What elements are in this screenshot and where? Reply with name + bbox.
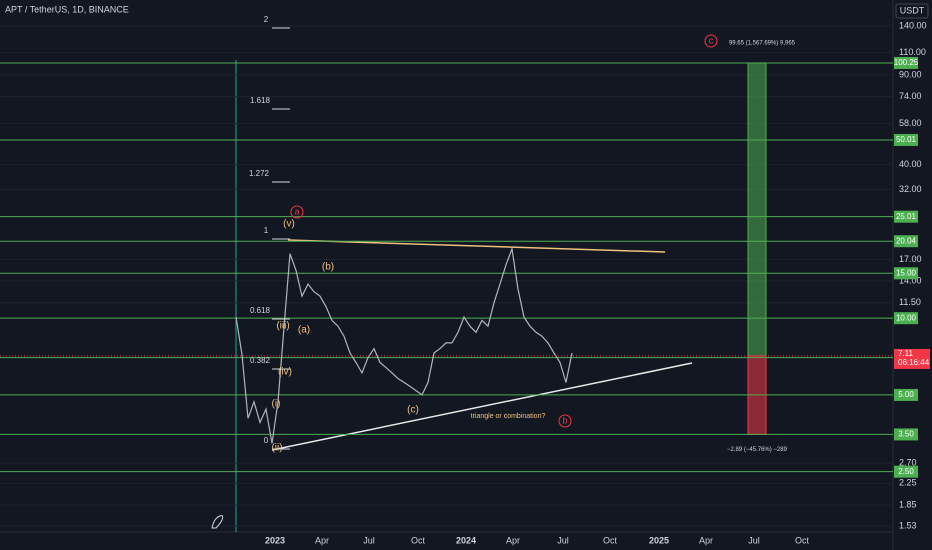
x-tick-label: Oct [795, 535, 810, 545]
level-label: 100.25 [894, 58, 919, 67]
y-tick-label: 1.53 [899, 520, 917, 530]
wave-label: (iv) [278, 367, 292, 378]
level-label: 5.00 [898, 390, 914, 399]
level-tag [894, 267, 918, 280]
y-tick-label: 74.00 [899, 91, 922, 101]
wave-circle [558, 414, 572, 428]
y-tick-label: 2.25 [899, 478, 917, 488]
x-tick-label: Jul [557, 535, 569, 545]
wave-label: (v) [283, 219, 295, 230]
x-tick-label: Oct [411, 535, 426, 545]
level-tag [894, 210, 918, 223]
level-label: 50.01 [896, 135, 917, 144]
y-tick-label: 40.00 [899, 159, 922, 169]
y-tick-label: 17.00 [899, 254, 922, 264]
annotation: triangle or combination? [471, 413, 546, 420]
fib-label: 1.272 [249, 169, 270, 178]
fib-label: 0 [264, 436, 269, 445]
profit-zone [747, 62, 767, 357]
fib-label: 0.618 [250, 306, 271, 315]
y-tick-label: 110.00 [899, 47, 926, 57]
countdown: 06:16:44 [898, 358, 930, 367]
level-tag [894, 133, 918, 146]
x-tick-label: Apr [315, 535, 329, 545]
x-tick-label: Oct [603, 535, 618, 545]
trend-line [287, 239, 666, 253]
y-tick-label: 14.00 [899, 275, 922, 285]
logo [211, 515, 224, 529]
wave-label: (ii) [271, 443, 282, 454]
wave-label: (c) [407, 405, 419, 416]
fib-label: 2 [264, 15, 269, 24]
level-tag [894, 56, 918, 69]
level-tag [894, 428, 918, 441]
level-tag [894, 235, 918, 248]
x-tick-label: Jul [363, 535, 375, 545]
level-label: 10.00 [896, 313, 917, 322]
circled-label: c [709, 35, 714, 45]
y-tick-label: 32.00 [899, 184, 922, 194]
y-tick-label: 11.50 [899, 297, 921, 307]
fib-label: 1.618 [250, 96, 271, 105]
level-tag [894, 465, 918, 478]
x-tick-label: Jul [748, 535, 760, 545]
currency-box[interactable] [895, 3, 929, 19]
wave-label: (a) [298, 325, 310, 336]
level-tag [894, 388, 918, 401]
x-tick-label: 2024 [456, 535, 476, 545]
y-tick-label: 2.70 [899, 458, 917, 468]
trend-line [271, 362, 693, 451]
y-tick-label: 1.85 [899, 499, 917, 509]
level-tag [894, 312, 918, 325]
symbol-title: APT / TetherUS, 1D, BINANCE [5, 4, 129, 14]
fib-label: 0.382 [250, 356, 271, 365]
price-line [235, 246, 573, 444]
y-tick-label: 140.00 [899, 20, 927, 30]
x-tick-label: 2023 [265, 535, 285, 545]
fib-label: 1 [264, 226, 269, 235]
wave-label: (iii) [276, 321, 289, 332]
current-price-label: 7.11 [898, 349, 914, 358]
wave-label: (i) [272, 399, 281, 410]
loss-label: −2.89 (−45.76%) −289 [727, 447, 788, 453]
level-label: 2.50 [898, 467, 914, 476]
y-tick-label: 58.00 [899, 118, 922, 128]
level-label: 3.50 [898, 430, 914, 439]
level-label: 25.01 [896, 212, 917, 221]
circled-label: a [294, 206, 299, 216]
price-tag [894, 348, 930, 369]
currency: USDT [900, 5, 925, 15]
wave-circle [290, 205, 304, 219]
wave-circle [704, 34, 718, 48]
x-tick-label: Apr [699, 535, 713, 545]
x-tick-label: Apr [506, 535, 520, 545]
circled-label: b [562, 415, 567, 425]
wave-label: (b) [322, 262, 334, 273]
level-label: 20.04 [896, 236, 917, 245]
level-label: 15.00 [896, 268, 917, 277]
y-tick-label: 90.00 [899, 69, 922, 79]
profit-label: 99.65 (1,567.69%) 9,965 [729, 41, 796, 47]
x-tick-label: 2025 [649, 535, 669, 545]
